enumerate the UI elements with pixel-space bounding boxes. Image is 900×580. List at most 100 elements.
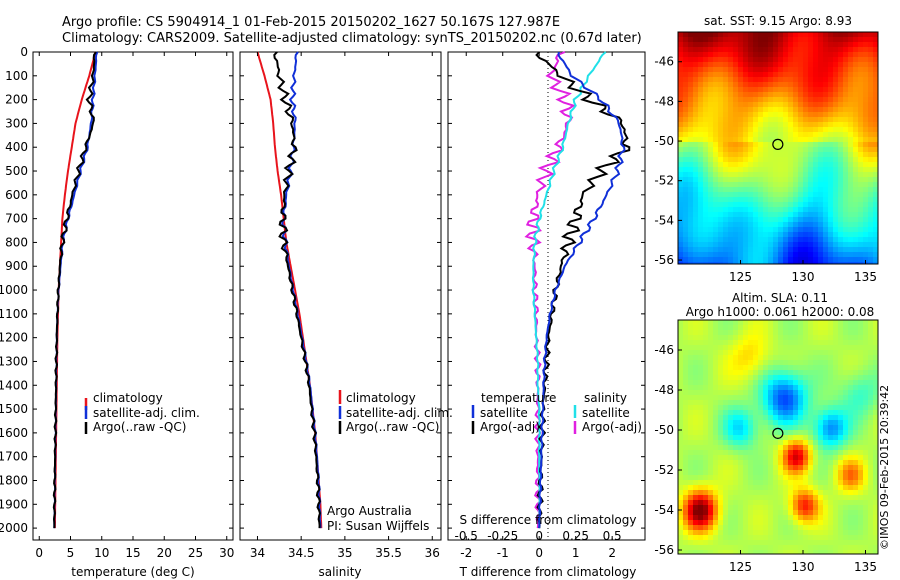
map-cell <box>868 102 874 108</box>
map-cell <box>863 325 869 331</box>
map-cell <box>713 97 719 103</box>
map-cell <box>768 455 774 461</box>
map-cell <box>773 535 779 541</box>
map-cell <box>853 117 859 123</box>
map-cell <box>693 410 699 416</box>
map-cell <box>848 350 854 356</box>
map-cell <box>813 375 819 381</box>
map-cell <box>743 242 749 248</box>
map-cell <box>748 262 754 265</box>
x-tick-label: 35 <box>337 546 352 560</box>
map-y-tick-label: -50 <box>654 423 674 437</box>
map-cell <box>693 227 699 233</box>
map-cell <box>688 400 694 406</box>
map-cell <box>793 370 799 376</box>
map-cell <box>763 320 769 326</box>
diff-legend: temperature salinity satellite Argo(-adj… <box>471 391 642 434</box>
map-cell <box>748 420 754 426</box>
map-cell <box>843 510 849 516</box>
map-cell <box>783 420 789 426</box>
depth-tick-label: 1800 <box>0 473 28 487</box>
map-cell <box>848 72 854 78</box>
map-cell <box>858 187 864 193</box>
map-cell <box>738 405 744 411</box>
map-cell <box>788 82 794 88</box>
map-cell <box>693 425 699 431</box>
map-cell <box>798 107 804 113</box>
map-cell <box>828 500 834 506</box>
map-cell <box>728 370 734 376</box>
map-cell <box>693 480 699 486</box>
map-cell <box>813 370 819 376</box>
map-cell <box>833 330 839 336</box>
map-cell <box>738 490 744 496</box>
map-cell <box>833 485 839 491</box>
map-cell <box>873 142 879 148</box>
map-cell <box>793 435 799 441</box>
map-cell <box>818 365 824 371</box>
map-cell <box>828 525 834 531</box>
map-cell <box>778 420 784 426</box>
map-cell <box>708 400 714 406</box>
map-cell <box>738 420 744 426</box>
map-cell <box>788 227 794 233</box>
map-cell <box>743 157 749 163</box>
map-cell <box>848 510 854 516</box>
map-cell <box>798 182 804 188</box>
map-cell <box>798 262 804 265</box>
map-cell <box>743 112 749 118</box>
map-cell <box>713 360 719 366</box>
map-cell <box>723 107 729 113</box>
map-cell <box>873 242 879 248</box>
map-cell <box>748 485 754 491</box>
map-cell <box>698 380 704 386</box>
map-cell <box>688 117 694 123</box>
map-cell <box>723 172 729 178</box>
map-cell <box>778 320 784 326</box>
map-cell <box>858 540 864 546</box>
map-cell <box>738 530 744 536</box>
map-cell <box>853 395 859 401</box>
map-cell <box>713 455 719 461</box>
map-cell <box>783 340 789 346</box>
map-cell <box>718 117 724 123</box>
map-cell <box>748 515 754 521</box>
map-cell <box>763 192 769 198</box>
map-cell <box>693 380 699 386</box>
map-cell <box>823 530 829 536</box>
map-cell <box>763 177 769 183</box>
map-cell <box>813 262 819 265</box>
map-cell <box>818 420 824 426</box>
map-cell <box>708 192 714 198</box>
map-cell <box>763 530 769 536</box>
map-cell <box>803 107 809 113</box>
map-cell <box>783 122 789 128</box>
map-cell <box>698 370 704 376</box>
map-cell <box>748 57 754 63</box>
map-cell <box>738 87 744 93</box>
map-cell <box>743 117 749 123</box>
map-cell <box>698 360 704 366</box>
x-tick-label: 2 <box>608 546 616 560</box>
map-cell <box>818 127 824 133</box>
map-cell <box>863 500 869 506</box>
map-cell <box>808 97 814 103</box>
map-cell <box>728 97 734 103</box>
map-cell <box>788 192 794 198</box>
map-cell <box>678 425 684 431</box>
map-cell <box>718 415 724 421</box>
map-cell <box>723 355 729 361</box>
map-cell <box>843 237 849 243</box>
map-cell <box>738 167 744 173</box>
map-cell <box>813 237 819 243</box>
map-cell <box>723 207 729 213</box>
map-cell <box>758 480 764 486</box>
map-cell <box>728 67 734 73</box>
map-cell <box>758 400 764 406</box>
map-cell <box>708 450 714 456</box>
map-cell <box>768 142 774 148</box>
map-cell <box>763 425 769 431</box>
map-cell <box>873 162 879 168</box>
map-cell <box>753 152 759 158</box>
map-cell <box>693 550 699 555</box>
